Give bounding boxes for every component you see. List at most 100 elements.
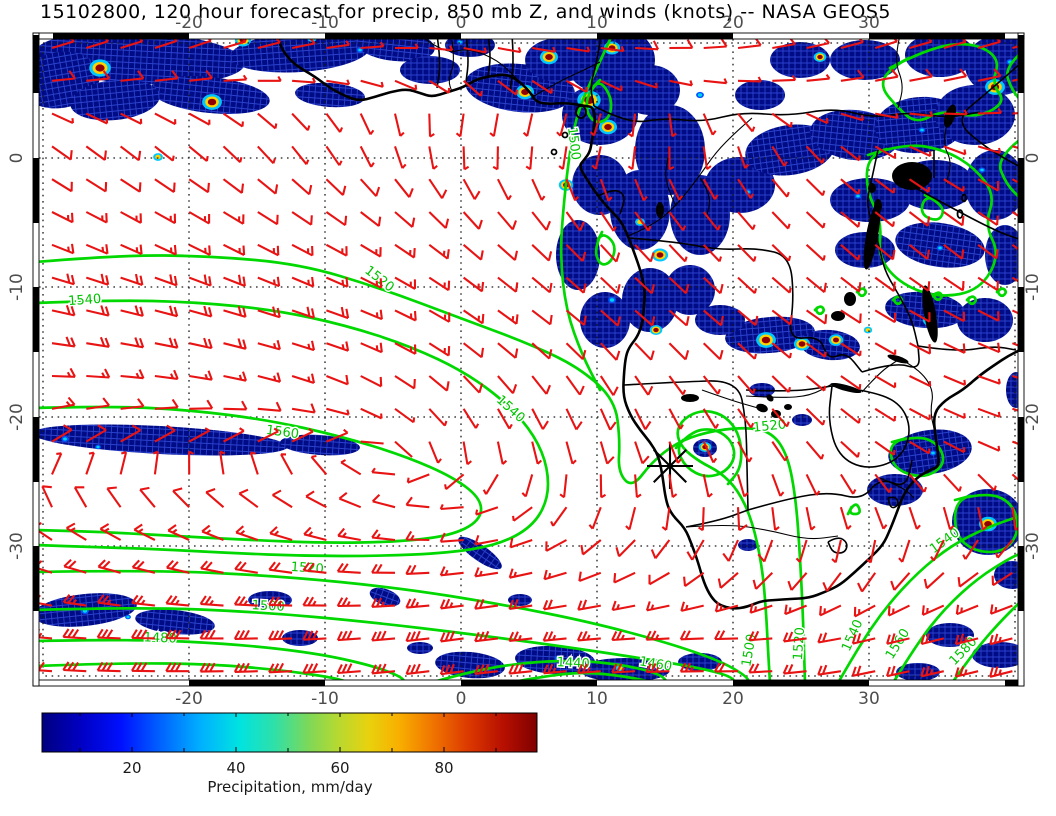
wind-barb xyxy=(943,276,965,292)
wind-barb xyxy=(908,440,931,455)
wind-barb xyxy=(97,559,121,574)
wind-barb xyxy=(199,662,224,673)
wind-barb xyxy=(668,309,690,327)
river xyxy=(701,389,759,409)
wind-barb xyxy=(120,243,143,256)
wind-barb xyxy=(338,491,362,509)
height-contour-1500 xyxy=(585,78,613,124)
wind-barb xyxy=(462,342,485,359)
wind-barb xyxy=(336,630,361,642)
precip-area xyxy=(895,222,985,268)
wind-barb xyxy=(119,145,142,162)
wind-barb xyxy=(51,243,75,255)
wind-barb xyxy=(840,309,862,324)
wind-barb xyxy=(771,145,788,167)
wind-barb xyxy=(360,243,382,258)
precip-area xyxy=(735,80,785,110)
wind-barb xyxy=(51,211,74,224)
wind-barb xyxy=(439,630,464,643)
wind-barb xyxy=(840,178,861,195)
river xyxy=(861,359,899,393)
colorbar-tick-label: 40 xyxy=(226,759,245,777)
lon-tick-label-bottom: 10 xyxy=(586,689,608,709)
wind-barb xyxy=(63,559,87,574)
wind-barb xyxy=(702,146,712,171)
wind-barb xyxy=(51,396,76,410)
wind-barb xyxy=(531,342,553,360)
wind-barb xyxy=(474,663,499,675)
wind-barb xyxy=(106,486,122,508)
country-border xyxy=(685,509,749,528)
wind-barb xyxy=(679,662,704,673)
height-contour-1500 xyxy=(676,409,772,680)
precip-core xyxy=(656,252,664,258)
wind-barb xyxy=(521,474,534,498)
precip-area xyxy=(620,65,680,115)
wind-barb xyxy=(428,146,438,170)
height-contour-1480 xyxy=(39,638,406,680)
wind-barb xyxy=(131,594,156,607)
wind-barb xyxy=(668,178,684,201)
frame-bar xyxy=(1018,158,1024,223)
wind-barb xyxy=(1012,78,1018,82)
precip-area xyxy=(830,40,900,80)
river xyxy=(685,524,839,540)
wind-barb xyxy=(977,276,999,291)
wind-barb xyxy=(714,602,739,613)
wind-barb xyxy=(703,39,728,50)
wind-barb xyxy=(120,424,142,443)
wind-barb xyxy=(292,77,316,84)
wind-barb xyxy=(634,342,655,361)
wind-barb xyxy=(325,276,349,288)
wind-barb xyxy=(188,243,211,256)
wind-barb xyxy=(509,537,533,549)
wind-barb xyxy=(989,633,1013,646)
wind-barb xyxy=(257,112,278,130)
precip-area xyxy=(957,298,1013,342)
wind-barb xyxy=(154,145,175,162)
wind-barb xyxy=(874,276,896,292)
frame-bar xyxy=(869,33,1005,39)
wind-barb xyxy=(977,440,1001,452)
wind-barb xyxy=(188,427,210,443)
wind-barb xyxy=(565,79,588,93)
precip-core xyxy=(604,124,612,130)
wind-barb xyxy=(62,628,87,640)
wind-barb xyxy=(325,428,349,443)
precip-core xyxy=(95,64,105,72)
frame-bar xyxy=(33,546,39,611)
precip-area xyxy=(435,651,505,679)
wind-barb xyxy=(257,306,281,319)
wind-barb xyxy=(428,211,450,229)
precip-area xyxy=(135,609,215,635)
wind-barb xyxy=(782,663,807,675)
wind-barb xyxy=(645,601,670,612)
wind-barb xyxy=(154,274,178,287)
lake xyxy=(887,354,909,364)
wind-barb xyxy=(272,489,293,509)
precip-core xyxy=(938,246,942,250)
wind-barb xyxy=(805,375,827,392)
precip-core xyxy=(609,298,615,302)
lake xyxy=(943,104,957,128)
contour-label: 1520 xyxy=(791,627,808,661)
wind-barb xyxy=(578,571,602,582)
wind-barb xyxy=(565,408,583,431)
wind-barb xyxy=(840,39,864,50)
wind-barb xyxy=(497,46,522,54)
wind-barb xyxy=(120,273,144,286)
wind-barb xyxy=(360,309,383,321)
wind-barb xyxy=(131,662,155,673)
lon-tick-label-bottom: 20 xyxy=(722,689,744,709)
wind-barb xyxy=(393,113,405,137)
wind-barb xyxy=(991,571,1013,587)
wind-barb xyxy=(977,473,997,492)
wind-barb xyxy=(51,304,76,317)
wind-barb xyxy=(806,39,830,50)
precip-core xyxy=(865,328,871,332)
wind-barb xyxy=(39,661,53,673)
wind-barb xyxy=(39,560,53,574)
wind-barb xyxy=(898,539,911,563)
lake xyxy=(681,394,699,402)
wind-barb xyxy=(703,309,724,327)
